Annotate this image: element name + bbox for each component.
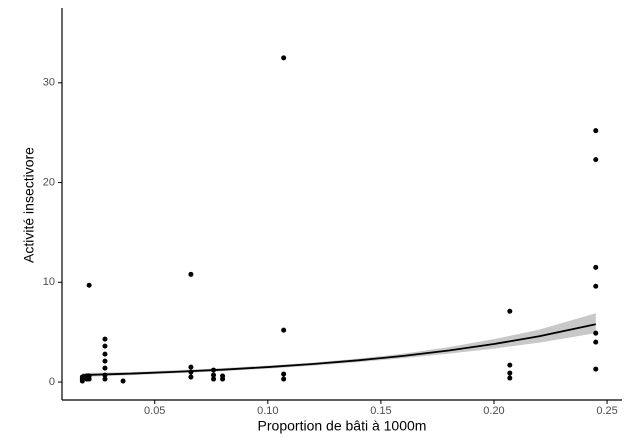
point (102, 376, 108, 382)
fit-line (82, 323, 596, 376)
point (281, 55, 287, 61)
point (281, 376, 287, 382)
point (102, 351, 108, 357)
point (188, 364, 194, 370)
point (120, 378, 126, 384)
x-tick-label: 0.20 (483, 405, 504, 417)
point (211, 367, 217, 373)
point (593, 339, 599, 345)
point (593, 330, 599, 336)
point (102, 365, 108, 371)
point (86, 376, 92, 382)
point (507, 362, 513, 368)
point (102, 372, 108, 378)
point (102, 358, 108, 364)
point (593, 366, 599, 372)
point (507, 375, 513, 381)
point (507, 308, 513, 314)
point (593, 283, 599, 289)
x-tick-label: 0.25 (596, 405, 617, 417)
x-tick-label: 0.05 (144, 405, 165, 417)
confidence-band (82, 313, 596, 378)
point (593, 128, 599, 134)
point (281, 327, 287, 333)
point (211, 372, 217, 378)
point (188, 374, 194, 380)
point (79, 374, 85, 380)
point (593, 264, 599, 270)
y-tick-label: 20 (43, 176, 55, 188)
y-tick-label: 0 (49, 376, 55, 388)
y-axis-title: Activité insectivore (21, 147, 37, 263)
x-tick-label: 0.15 (370, 405, 391, 417)
point (86, 282, 92, 288)
point (211, 376, 217, 382)
point (593, 157, 599, 163)
point (102, 343, 108, 349)
point (220, 376, 226, 382)
x-axis-title: Proportion de bâti à 1000m (258, 418, 427, 434)
point (102, 336, 108, 342)
point (188, 369, 194, 375)
y-tick-label: 30 (43, 77, 55, 89)
point (281, 371, 287, 377)
x-tick-label: 0.10 (257, 405, 278, 417)
y-tick-label: 10 (43, 276, 55, 288)
point (507, 370, 513, 376)
point (188, 271, 194, 277)
